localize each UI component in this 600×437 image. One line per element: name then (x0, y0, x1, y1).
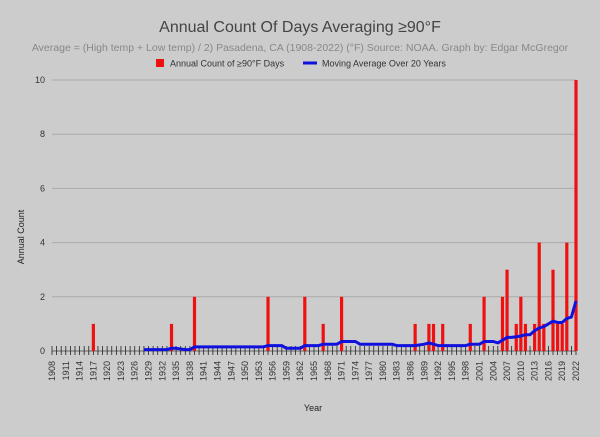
bar (551, 269, 555, 351)
x-tick-label: 1956 (268, 361, 278, 381)
x-tick-label: 2010 (516, 361, 526, 381)
x-tick-label: 1929 (144, 361, 154, 381)
bar-series (91, 80, 578, 351)
y-tick-label: 4 (40, 238, 45, 248)
x-tick-label: 1998 (461, 361, 471, 381)
bar (468, 323, 472, 351)
bar (413, 323, 417, 351)
bar (519, 296, 523, 351)
bar (533, 323, 537, 351)
bar (339, 296, 344, 351)
x-tick-label: 1947 (226, 361, 236, 381)
x-tick-label: 1944 (212, 361, 222, 381)
bar (91, 323, 95, 351)
x-tick-label: 2019 (557, 361, 567, 381)
x-axis-tick-labels: 1908 1911 1914 1917 1920 1923 1926 1929 1932 1935… (47, 361, 581, 381)
legend-bar-label: Annual Count of ≥90°F Days (170, 59, 285, 69)
x-tick-label: 2022 (571, 361, 581, 381)
bar (565, 242, 569, 351)
x-tick-label: 2007 (502, 361, 512, 381)
x-tick-label: 1992 (433, 361, 443, 381)
x-tick-label: 2016 (543, 361, 553, 381)
bar (500, 296, 505, 351)
moving-average-line (143, 300, 578, 352)
x-tick-label: 1923 (116, 361, 126, 381)
bar (574, 80, 578, 351)
gridlines (52, 79, 576, 352)
x-tick-label: 1941 (199, 361, 209, 381)
x-tick-label: 2001 (474, 361, 484, 381)
x-tick-label: 1980 (378, 361, 388, 381)
y-tick-label: 6 (40, 183, 45, 193)
x-tick-label: 1938 (185, 361, 195, 381)
bar (542, 323, 546, 351)
bar (441, 323, 445, 351)
bar (192, 296, 197, 351)
bar (427, 323, 431, 351)
y-tick-label: 8 (40, 129, 45, 139)
x-tick-label: 1920 (102, 361, 112, 381)
x-tick-label: 1974 (350, 361, 360, 381)
y-axis-tick-labels: 0 2 4 6 8 10 (35, 75, 45, 356)
x-tick-label: 2013 (530, 361, 540, 381)
x-tick-label: 1914 (75, 361, 85, 381)
y-tick-label: 2 (40, 292, 45, 302)
x-tick-label: 1953 (254, 361, 264, 381)
y-axis-title: Annual Count (16, 209, 26, 264)
bar (523, 323, 528, 351)
y-tick-label: 0 (40, 346, 45, 356)
x-tick-label: 1968 (323, 361, 333, 381)
x-tick-label: 1971 (337, 361, 347, 381)
legend-line-swatch (303, 61, 317, 65)
x-tick-label: 1962 (295, 361, 305, 381)
bar (482, 296, 486, 351)
y-tick-label: 10 (35, 75, 45, 85)
x-tick-label: 1995 (447, 361, 457, 381)
x-tick-label: 1983 (392, 361, 402, 381)
bar (431, 323, 436, 351)
x-tick-label: 1950 (240, 361, 250, 381)
legend-line-label: Moving Average Over 20 Years (322, 59, 446, 69)
x-tick-label: 1977 (364, 361, 374, 381)
bar (303, 296, 307, 351)
x-tick-label: 1926 (130, 361, 140, 381)
x-tick-label: 1917 (88, 361, 98, 381)
bar (556, 323, 560, 351)
x-tick-label: 1935 (171, 361, 181, 381)
bar (560, 323, 564, 351)
x-tick-label: 1986 (406, 361, 416, 381)
x-tick-label: 1965 (309, 361, 319, 381)
x-tick-label: 1959 (281, 361, 291, 381)
legend[interactable]: Annual Count of ≥90°F Days Moving Averag… (156, 59, 446, 69)
x-tick-label: 2004 (488, 361, 498, 381)
legend-bar-swatch (156, 59, 164, 67)
chart-subtitle: Average = (High temp + Low temp) / 2) Pa… (32, 42, 569, 54)
bar (537, 242, 541, 351)
x-tick-label: 1989 (419, 361, 429, 381)
bar (321, 323, 325, 351)
x-tick-label: 1908 (47, 361, 57, 381)
bar (169, 323, 174, 351)
bar (266, 296, 270, 351)
bar (505, 269, 509, 351)
chart-title: Annual Count Of Days Averaging ≥90°F (159, 19, 441, 36)
x-axis-title: Year (304, 403, 322, 413)
x-tick-label: 1932 (157, 361, 167, 381)
x-tick-label: 1911 (61, 361, 71, 380)
